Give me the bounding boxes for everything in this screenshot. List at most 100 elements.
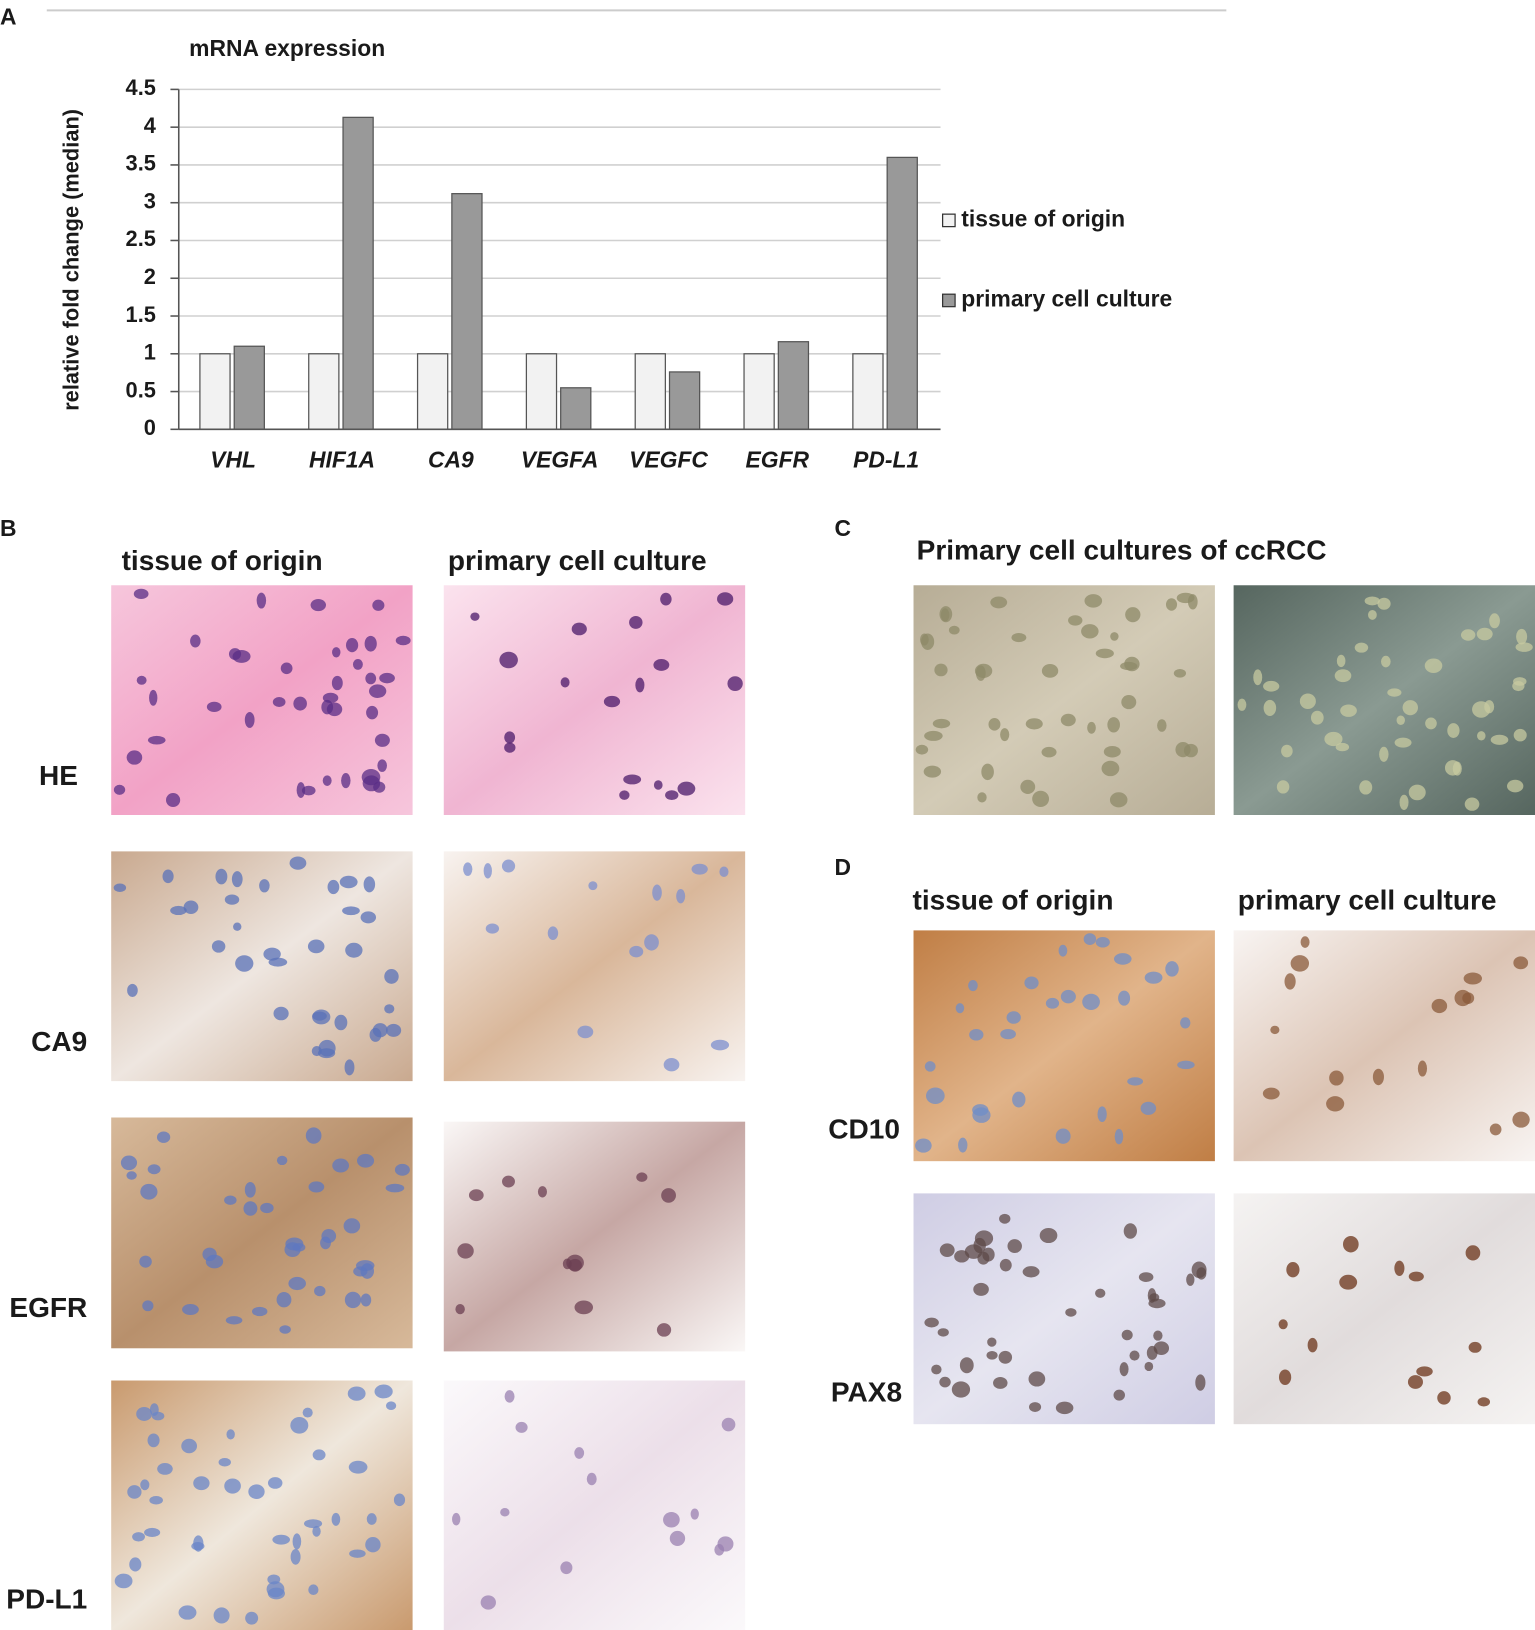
cell-nucleus (231, 871, 243, 888)
cell-nucleus (623, 774, 642, 785)
cell-nucleus (1512, 680, 1525, 692)
cell-nucleus (126, 1171, 137, 1180)
cell-nucleus (1039, 1227, 1058, 1244)
cell-nucleus (988, 718, 1001, 731)
cell-nucleus (365, 672, 377, 685)
cell-nucleus (248, 1484, 265, 1499)
row-label: PAX8 (831, 1376, 902, 1407)
cell-nucleus (652, 884, 662, 901)
cell-nucleus (1068, 615, 1083, 626)
cell-nucleus (372, 599, 385, 611)
cell-nucleus (923, 765, 942, 778)
cell-nucleus (1381, 655, 1391, 668)
cell-nucleus (139, 1255, 152, 1268)
cell-nucleus (1379, 746, 1389, 762)
cell-nucleus (924, 1317, 939, 1328)
y-tick-label: 3.5 (126, 151, 156, 176)
bar (743, 353, 775, 430)
cell-nucleus (1489, 1123, 1502, 1136)
cell-nucleus (317, 1048, 336, 1059)
cell-nucleus (669, 1530, 686, 1546)
cell-nucleus (377, 759, 387, 772)
cell-nucleus (215, 868, 228, 885)
cell-nucleus (1101, 760, 1120, 777)
cell-nucleus (1191, 1261, 1207, 1279)
cell-nucleus (327, 879, 340, 895)
cell-nucleus (342, 906, 360, 916)
cell-nucleus (363, 876, 376, 893)
cell-nucleus (480, 1595, 496, 1610)
cell-nucleus (1123, 1223, 1138, 1239)
cell-nucleus (1408, 1271, 1424, 1282)
cell-nucleus (959, 1357, 974, 1374)
cell-nucleus (939, 606, 953, 623)
bar (634, 353, 666, 430)
row-label: EGFR (9, 1292, 87, 1323)
cell-nucleus (1489, 613, 1500, 629)
cell-nucleus (144, 1527, 161, 1537)
cell-nucleus (379, 672, 395, 684)
cell-nucleus (1270, 1025, 1280, 1035)
cell-nucleus (1175, 741, 1191, 758)
cell-nucleus (636, 1172, 648, 1182)
cell-nucleus (1083, 933, 1097, 946)
cell-nucleus (925, 1087, 945, 1105)
cell-nucleus (142, 1300, 154, 1312)
cell-nucleus (1477, 1397, 1491, 1407)
cell-nucleus (205, 1254, 224, 1269)
cell-nucleus (1408, 784, 1426, 801)
cell-nucleus (653, 780, 663, 790)
y-tick-label: 0 (144, 415, 156, 440)
cell-nucleus (1342, 1236, 1359, 1253)
cell-nucleus (1329, 1070, 1344, 1086)
cell-nucleus (345, 942, 363, 958)
cell-nucleus (1387, 688, 1402, 697)
cell-nucleus (644, 934, 659, 951)
cell-nucleus (292, 1533, 302, 1550)
cell-nucleus (178, 1605, 197, 1620)
cell-nucleus (256, 592, 267, 609)
cell-nucleus (653, 659, 670, 671)
x-tick-label: HIF1A (309, 447, 375, 473)
cell-nucleus (1147, 1288, 1157, 1303)
cell-nucleus (1097, 1106, 1107, 1123)
cell-nucleus (629, 945, 644, 958)
cell-nucleus (921, 633, 935, 650)
cell-nucleus (1107, 717, 1120, 733)
x-tick-label: EGFR (746, 447, 810, 473)
cell-nucleus (341, 773, 351, 789)
cell-nucleus (915, 1138, 932, 1153)
chart-title: mRNA expression (189, 35, 385, 61)
cell-nucleus (1476, 627, 1493, 641)
micrograph (443, 585, 746, 815)
cell-nucleus (1513, 728, 1527, 742)
cell-nucleus (660, 592, 672, 606)
cell-nucleus (999, 1213, 1011, 1224)
cell-nucleus (1253, 669, 1263, 686)
cell-nucleus (932, 718, 951, 729)
row-label: PD-L1 (6, 1583, 87, 1614)
cell-nucleus (1334, 669, 1352, 683)
y-axis-label: relative fold change (median) (59, 109, 84, 411)
bar (308, 353, 340, 430)
cell-nucleus (136, 675, 147, 685)
cell-nucleus (304, 1519, 323, 1529)
cell-nucleus (334, 1014, 348, 1031)
cell-nucleus (355, 1260, 375, 1272)
cell-nucleus (1084, 594, 1103, 608)
cell-nucleus (588, 881, 598, 891)
micrograph (443, 1121, 746, 1352)
cell-nucleus (326, 702, 343, 717)
cell-nucleus (365, 1537, 381, 1553)
cell-nucleus (113, 883, 127, 893)
cell-nucleus (986, 1350, 998, 1360)
cell-nucleus (727, 676, 743, 692)
cell-nucleus (1140, 1101, 1157, 1115)
cell-nucleus (571, 622, 587, 636)
cell-nucleus (312, 1449, 326, 1461)
cell-nucleus (308, 1584, 319, 1596)
cell-nucleus (296, 782, 306, 798)
cell-nucleus (140, 1183, 158, 1200)
cell-nucleus (332, 647, 341, 658)
cell-nucleus (1484, 700, 1495, 714)
